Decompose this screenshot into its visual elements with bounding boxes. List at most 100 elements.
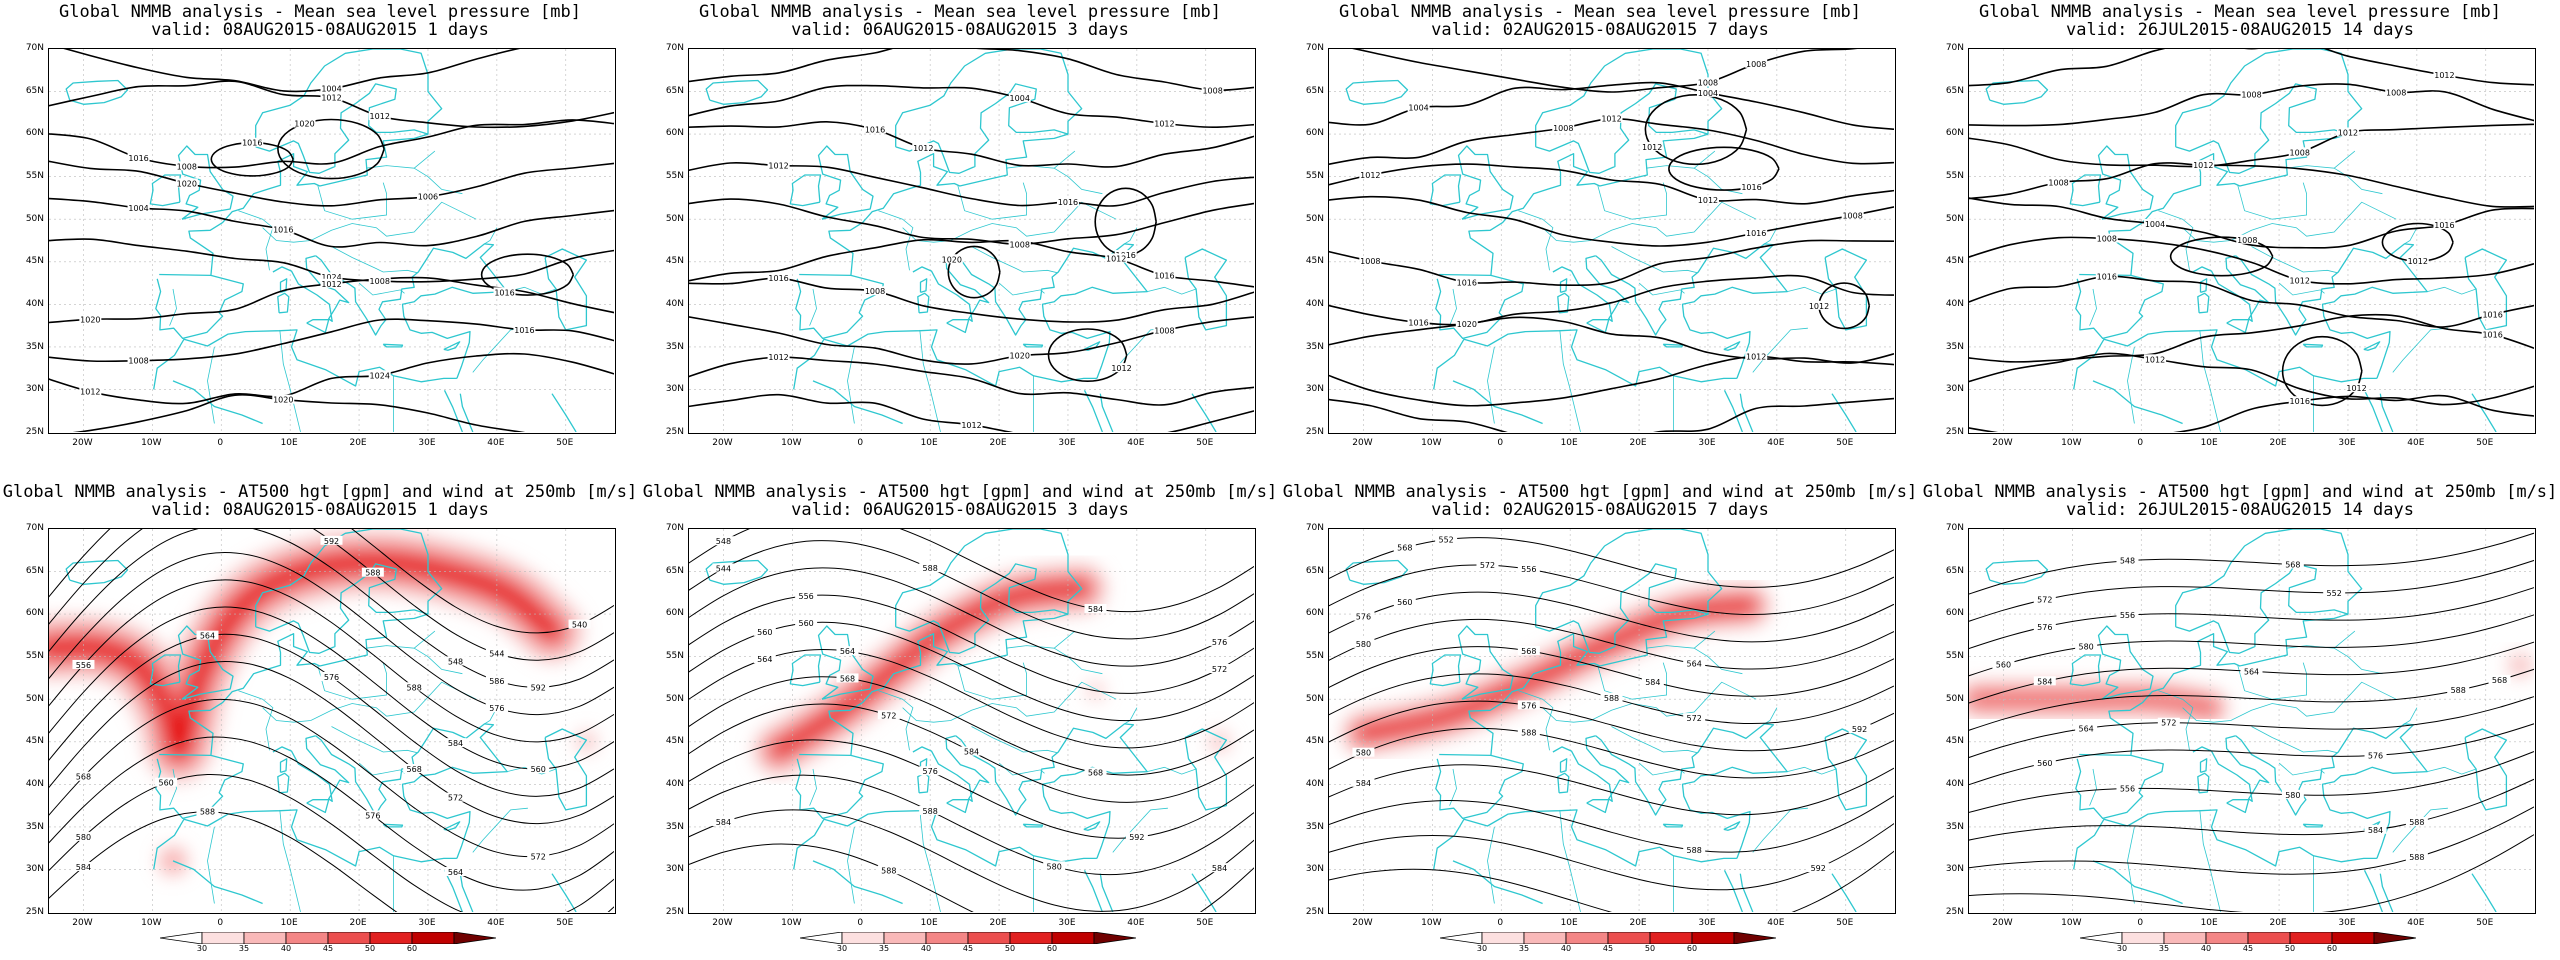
contour-label: 584 (1645, 678, 1660, 687)
contour-label: 1012 (80, 388, 100, 397)
coastline-path (2302, 343, 2324, 348)
contour-label-bg (1008, 93, 1031, 103)
contour-label: 1016 (1058, 198, 1078, 207)
coastline-path (1099, 873, 1114, 912)
coastline-path (793, 329, 1097, 390)
contour-line (1329, 823, 1894, 891)
contour-label-bg (368, 276, 391, 286)
colorbar-swatch (411, 932, 455, 944)
contour-label-bg (272, 394, 295, 404)
contour-label: 1016 (2482, 310, 2502, 319)
country-border (413, 167, 463, 195)
contour-label-bg (1201, 85, 1224, 95)
contour-line (1969, 834, 2534, 912)
lon-tick-label: 0 (857, 438, 864, 448)
contour-label-bg (1153, 325, 1176, 335)
colorbar-max-arrow (1733, 932, 1776, 944)
coastline-path (1433, 329, 1737, 390)
contour-label: 580 (1356, 640, 1371, 649)
contour-label: 1012 (2338, 128, 2358, 137)
contour-label-bg (1008, 350, 1031, 360)
contour-label: 1020 (1457, 320, 1477, 329)
contour-label-bg (403, 764, 426, 774)
panel-title: Global NMMB analysis - AT500 hgt [gpm] a… (1922, 482, 2558, 502)
contour-label: 572 (2037, 596, 2052, 605)
contour-line (1644, 93, 1748, 166)
coastline-path (817, 145, 874, 220)
contour-label-bg (320, 92, 343, 102)
contour-label: 588 (365, 569, 380, 578)
lon-tick-label: 50E (1196, 918, 1214, 928)
contour-label: 1024 (321, 273, 341, 282)
map-area: 1008100410081012101610161020102010121016… (1328, 48, 1896, 434)
lat-tick-label: 60N (25, 128, 44, 139)
graticule (1329, 49, 1894, 432)
contour-label-bg (767, 160, 790, 170)
colorbar-swatch (369, 932, 413, 944)
contour-label-bg (2240, 89, 2263, 99)
contour-label: 568 (1088, 768, 1103, 777)
contour-label-bg (1517, 727, 1540, 737)
contour-line (947, 245, 1001, 299)
contour-line (49, 773, 614, 912)
contour-line (1969, 668, 2534, 731)
lat-tick-label: 35N (1945, 821, 1964, 832)
lon-tick-label: 40E (1767, 438, 1785, 448)
contour-label: 1008 (1698, 78, 1718, 87)
country-border (279, 329, 301, 432)
lon-tick-label: 10E (1560, 438, 1578, 448)
contour-label: 1008 (2241, 91, 2261, 100)
country-border (809, 288, 817, 326)
contour-label-bg (753, 626, 776, 636)
colorbar-swatch (243, 932, 287, 944)
contour-label: 588 (407, 683, 422, 692)
coastline-path (2075, 273, 2164, 340)
lon-tick-label: 10E (280, 438, 298, 448)
contour-label: 560 (2037, 759, 2052, 768)
country-border (2158, 690, 2194, 751)
coastline-path (1191, 873, 1217, 912)
contour-label-bg (795, 590, 818, 600)
coastline-path (2192, 255, 2270, 323)
coastline-path (2092, 380, 2183, 425)
contour-label-bg (444, 792, 467, 802)
contour-line (1329, 850, 1894, 912)
contour-label-bg (444, 738, 467, 748)
contour-label: 1008 (2386, 88, 2406, 97)
country-border (1645, 630, 1716, 649)
contour-line (1969, 123, 2534, 168)
contour-label-bg (1600, 113, 1623, 123)
coastline-path (705, 79, 769, 105)
contour-label-bg (2433, 70, 2456, 80)
contour-label: 1004 (321, 85, 341, 94)
colorbar-tick-label: 50 (2284, 944, 2296, 953)
contour-label: 568 (2285, 561, 2300, 570)
contour-label: 576 (489, 704, 504, 713)
contour-label: 588 (923, 807, 938, 816)
contour-label-bg (127, 355, 150, 365)
lat-tick-label: 70N (1305, 523, 1324, 533)
contour-label-bg (2281, 559, 2304, 569)
coastline-path (2302, 823, 2324, 828)
contour-label: 1012 (1698, 196, 1718, 205)
lat-tick-label: 45N (1305, 256, 1324, 267)
colorbar-tick-label: 45 (962, 944, 974, 953)
contour-label-bg (2095, 271, 2118, 281)
country-border (2199, 809, 2221, 912)
lon-tick-label: 0 (217, 918, 224, 928)
country-border (1559, 809, 1581, 912)
coastline-path (172, 380, 263, 425)
coastline-path (1345, 559, 1409, 585)
contour-label: 1012 (1154, 120, 1174, 129)
jet-secondary-blob (2508, 653, 2533, 678)
colorbar-svg (800, 932, 1136, 944)
lat-tick-label: 70N (25, 43, 44, 53)
lat-tick-label: 40N (1945, 299, 1964, 309)
coastline-path (2363, 341, 2381, 351)
contour-line (1329, 355, 1894, 407)
contour-line (1969, 352, 2534, 406)
coastline-path (2108, 133, 2349, 276)
jet-wind-shading (1342, 584, 1771, 755)
country-border (484, 227, 498, 245)
country-border (2127, 346, 2135, 424)
